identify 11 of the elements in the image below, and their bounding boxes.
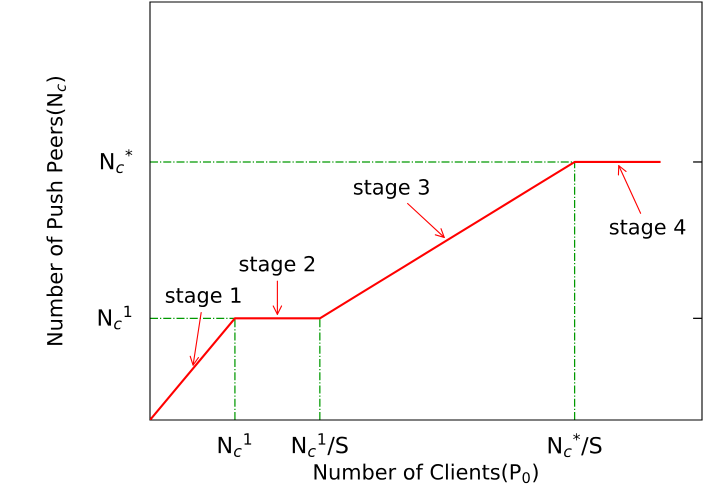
ref-line-label: N$_{c}$$^{*}$ xyxy=(100,149,132,174)
x-tick-label: N$_{c}$$^{1}$ xyxy=(218,433,252,457)
annotation: stage 3 xyxy=(354,179,429,199)
x-axis-title: Number of Clients(P$_{0}$) xyxy=(314,464,538,484)
annotation: stage 2 xyxy=(240,256,314,276)
ref-line-label: N$_{c}$$^{1}$ xyxy=(98,306,132,330)
x-tick-label: N$_{c}$$^{1}$/S xyxy=(292,433,348,457)
annotation: stage 4 xyxy=(610,219,686,239)
y-axis-title: Number of Push Peers(N$_{c}$) xyxy=(46,77,66,345)
x-tick-label: N$_{c}$$^{*}$/S xyxy=(548,433,602,458)
annotation: stage 1 xyxy=(166,288,241,308)
